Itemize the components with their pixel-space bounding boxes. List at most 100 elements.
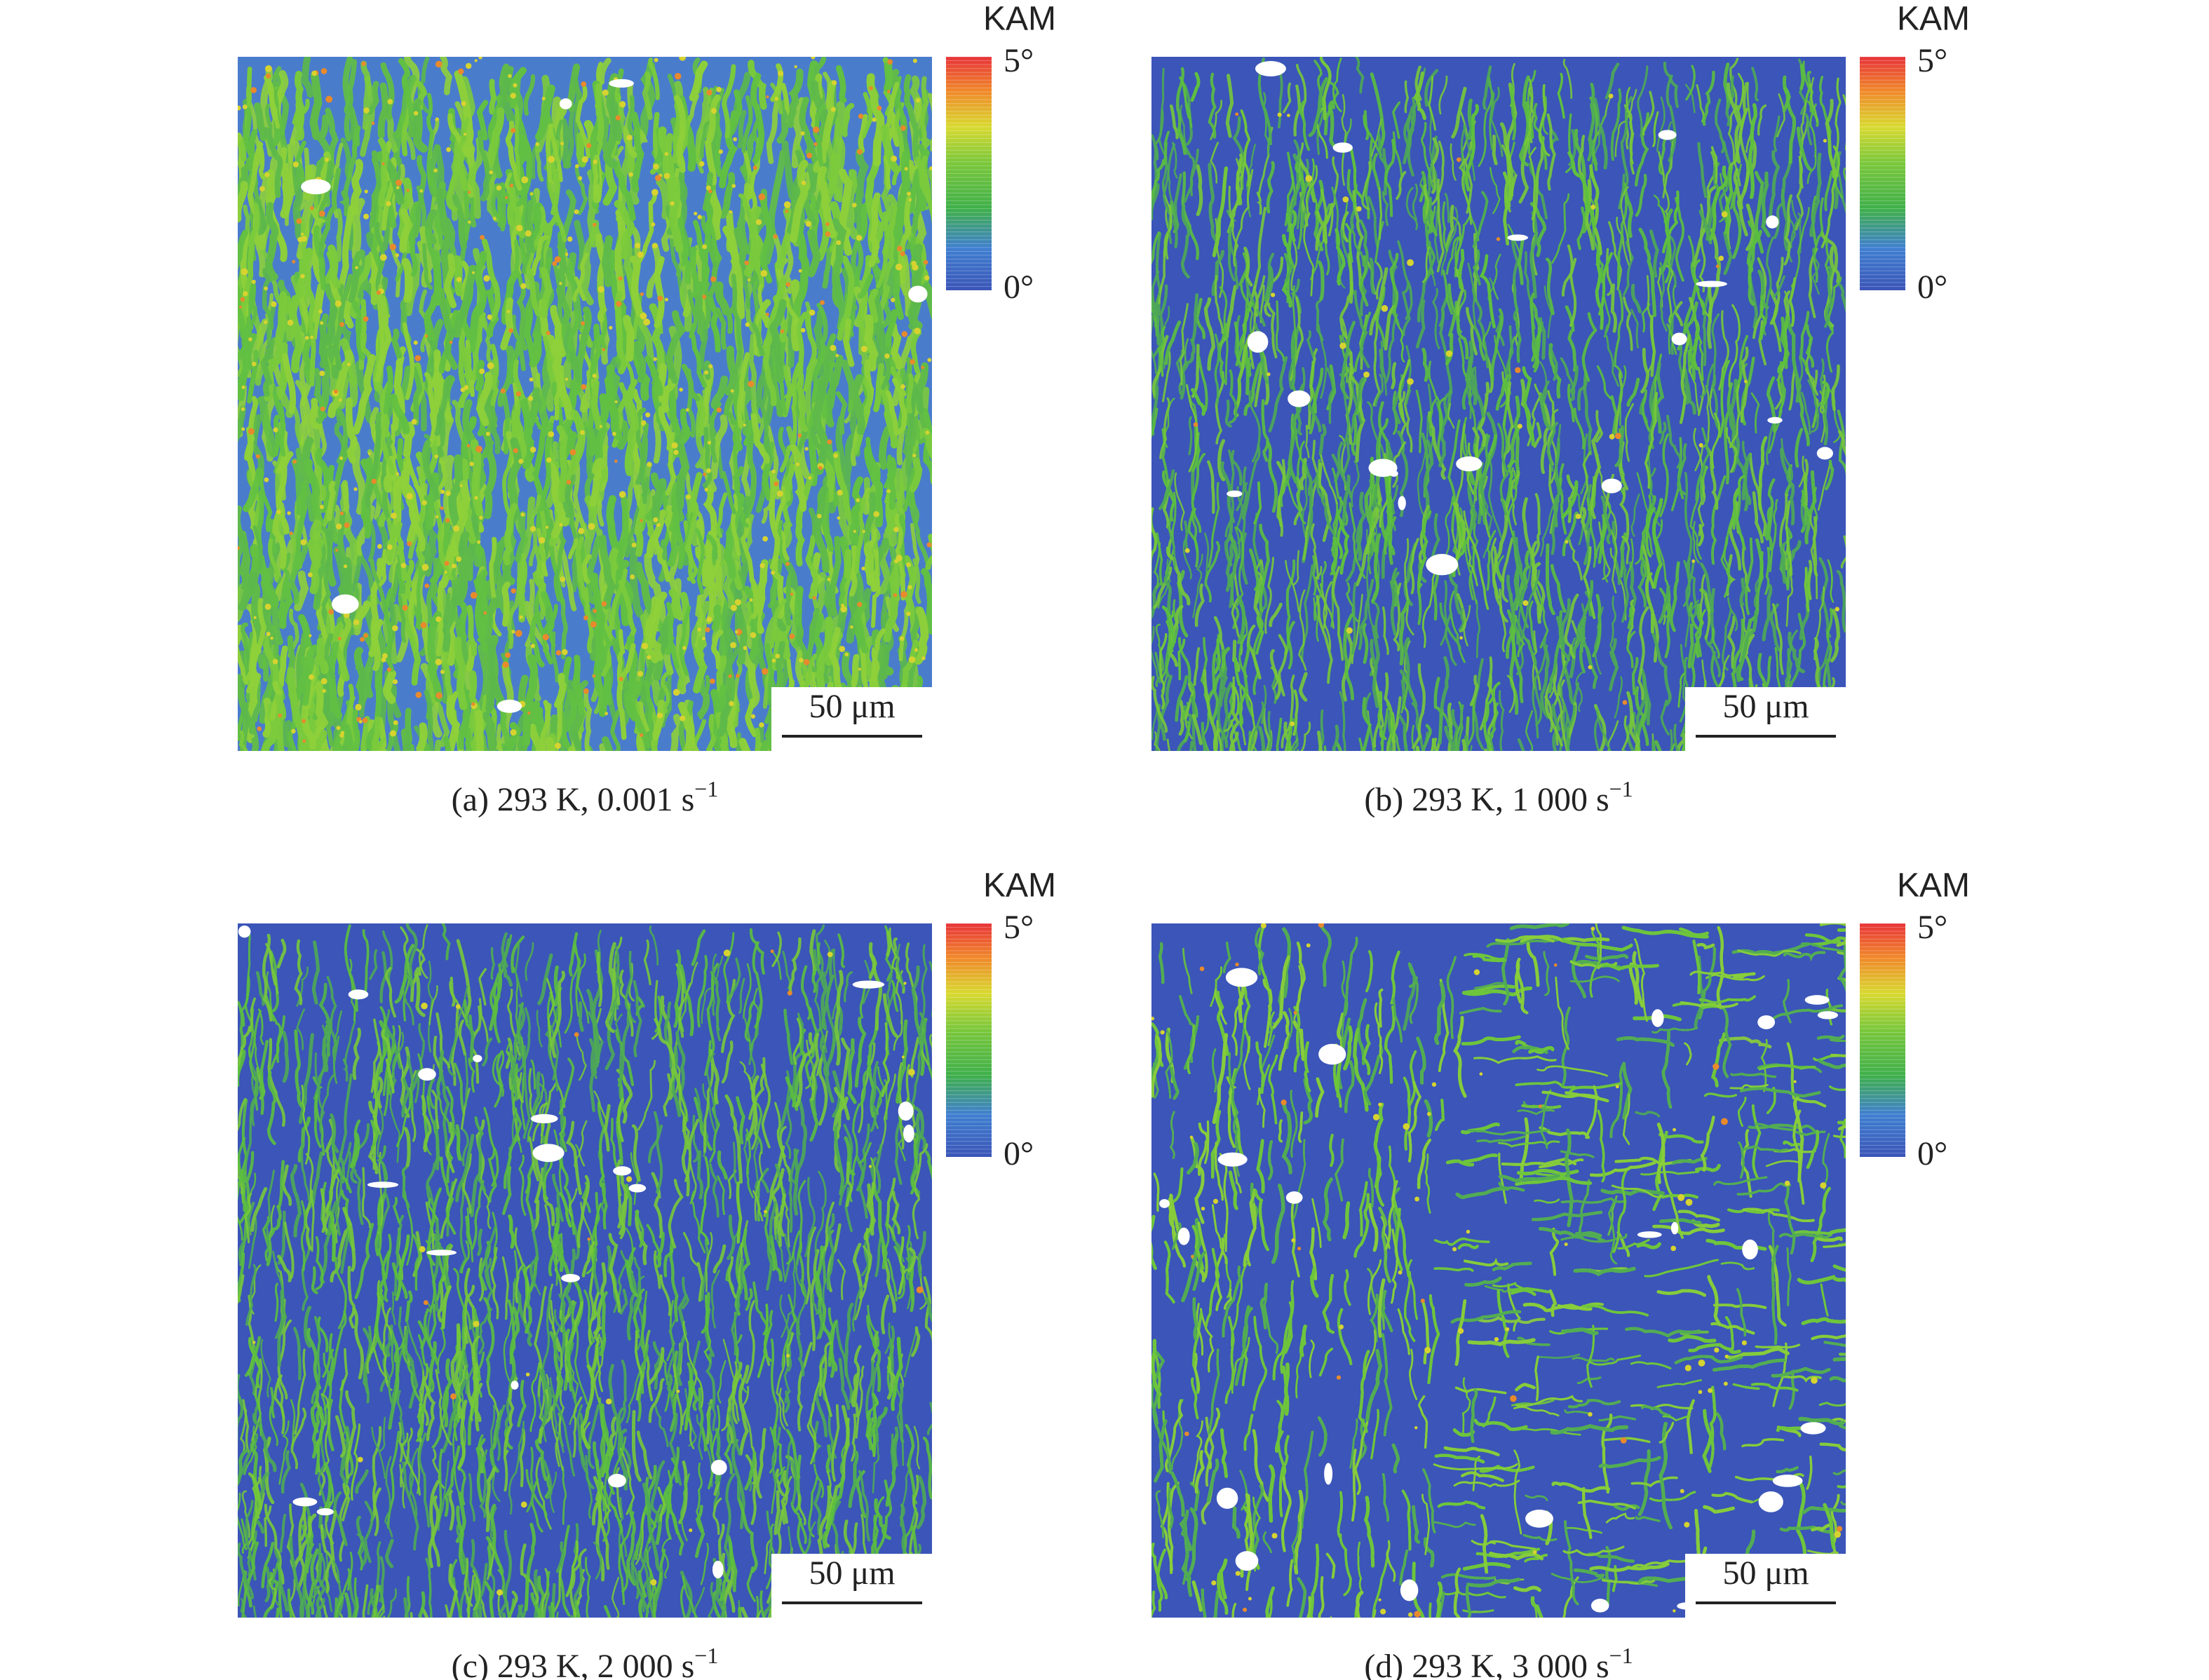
- grain-boundary: [1614, 290, 1624, 379]
- grain-boundary: [629, 680, 651, 749]
- grain-boundary: [1776, 93, 1785, 137]
- grain-boundary: [408, 743, 415, 751]
- grain-boundary: [602, 736, 614, 751]
- grain-boundary: [1266, 440, 1278, 513]
- speck: [470, 592, 478, 599]
- grain-boundary: [427, 611, 443, 703]
- grain-boundary: [273, 414, 281, 457]
- grain-boundary: [1658, 585, 1670, 624]
- grain-boundary: [1642, 90, 1655, 136]
- grain-boundary: [633, 341, 646, 383]
- grain-boundary: [1803, 459, 1809, 508]
- grain-boundary: [1825, 320, 1834, 373]
- speck: [743, 424, 746, 427]
- grain-boundary: [259, 471, 273, 532]
- speck: [502, 661, 509, 668]
- grain-boundary: [1679, 334, 1691, 424]
- grain-boundary: [1161, 351, 1171, 402]
- grain-boundary: [1637, 65, 1649, 137]
- grain-boundary: [1341, 94, 1347, 187]
- speck: [325, 95, 333, 103]
- speck: [343, 564, 348, 569]
- grain-boundary: [1677, 672, 1686, 708]
- grain-boundary: [1290, 296, 1304, 381]
- grain-boundary: [694, 1097, 713, 1151]
- grain-boundary: [1447, 283, 1457, 337]
- grain-boundary: [549, 714, 558, 751]
- unindexed: [1766, 215, 1779, 229]
- speck: [728, 674, 732, 678]
- grain-boundary: [308, 519, 322, 569]
- speck: [640, 292, 644, 297]
- unindexed: [1658, 130, 1677, 140]
- speck: [766, 313, 769, 316]
- grain-boundary: [1156, 532, 1163, 586]
- grain-boundary: [1339, 691, 1346, 751]
- grain-boundary: [1566, 474, 1576, 524]
- grain-boundary: [1342, 331, 1353, 354]
- speck: [504, 652, 511, 658]
- speck: [318, 309, 323, 314]
- grain-boundary: [1670, 743, 1675, 751]
- grain-boundary: [345, 397, 358, 464]
- grain-boundary: [276, 341, 288, 400]
- grain-boundary: [1403, 109, 1417, 165]
- grain-boundary: [841, 359, 856, 414]
- speck: [251, 279, 256, 284]
- grain-boundary: [575, 86, 591, 158]
- grain-boundary: [1518, 75, 1530, 167]
- grain-boundary: [930, 1597, 932, 1606]
- unindexed: [609, 79, 634, 88]
- grain-boundary: [1400, 676, 1409, 714]
- grain-boundary: [1659, 587, 1670, 658]
- speck: [809, 309, 816, 316]
- speck: [363, 213, 370, 219]
- grain-boundary: [1457, 704, 1464, 751]
- speck: [841, 603, 844, 607]
- grain-boundary: [309, 72, 323, 140]
- speck: [449, 340, 453, 344]
- grain-boundary: [1723, 515, 1734, 574]
- grain-boundary: [1607, 720, 1619, 751]
- grain-boundary: [863, 541, 875, 586]
- grain-boundary: [825, 354, 844, 428]
- grain-boundary: [921, 407, 932, 483]
- grain-boundary: [1652, 111, 1659, 147]
- grain-boundary: [1445, 236, 1462, 275]
- grain-boundary: [342, 723, 354, 751]
- grain-boundary: [505, 120, 522, 191]
- speck: [304, 335, 309, 340]
- speck: [1823, 139, 1827, 143]
- grain-boundary: [1404, 80, 1410, 114]
- grain-boundary: [529, 610, 545, 668]
- grain-boundary: [1821, 374, 1826, 413]
- grain-boundary: [529, 330, 542, 368]
- grain-boundary: [863, 314, 879, 372]
- grain-boundary: [543, 607, 553, 632]
- grain-boundary: [247, 470, 263, 531]
- grain-boundary: [668, 525, 680, 567]
- grain-boundary: [1677, 339, 1689, 405]
- grain-boundary: [784, 297, 799, 325]
- speck: [339, 511, 344, 515]
- speck: [736, 674, 740, 678]
- speck: [337, 637, 342, 641]
- speck: [762, 536, 769, 542]
- speck: [300, 273, 305, 279]
- grain-boundary: [1382, 191, 1389, 226]
- speck: [701, 637, 705, 641]
- speck: [893, 593, 898, 597]
- grain-boundary: [529, 496, 541, 567]
- grain-boundary: [1562, 58, 1573, 100]
- grain-boundary: [1159, 397, 1170, 459]
- speck: [301, 236, 307, 242]
- grain-boundary: [1187, 508, 1199, 568]
- speck: [837, 489, 843, 496]
- speck: [363, 107, 370, 114]
- grain-boundary: [1191, 344, 1200, 398]
- grain-boundary: [1363, 114, 1383, 156]
- grain-boundary: [1197, 355, 1208, 412]
- speck: [396, 472, 400, 476]
- grain-boundary: [751, 322, 765, 356]
